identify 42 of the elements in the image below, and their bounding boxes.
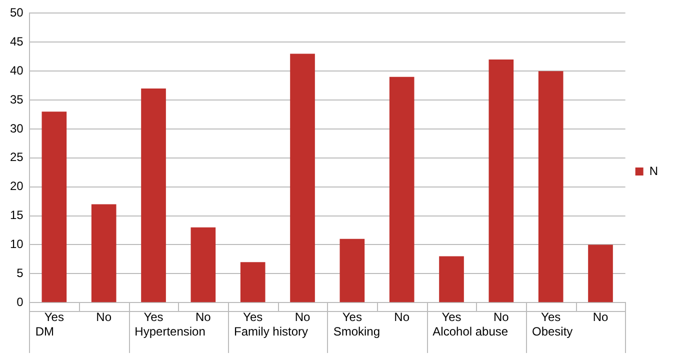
x-tick-label: No [196,310,212,324]
x-tick-label: No [592,310,608,324]
x-tick-label: Yes [541,310,561,324]
bar [290,54,315,302]
text: DM [35,324,54,338]
bar [588,244,613,302]
y-tick-label: 35 [10,92,24,106]
text: Smoking [333,324,380,338]
bar [488,60,514,302]
x-tick-label: No [294,310,310,324]
text: Obesity [532,324,573,338]
bar [91,204,116,302]
x-tick-label: Yes [342,310,362,324]
text: Hypertension [134,324,206,338]
bar [340,238,365,302]
x-tick-label: No [394,310,410,324]
y-tick-label: 10 [10,237,24,252]
bar [439,256,464,302]
y-tick-label: 0 [16,294,24,309]
y-tick-label: 30 [10,121,24,136]
bar [42,112,67,302]
bar [389,76,414,302]
bar [190,227,216,302]
text: Family history [234,324,308,338]
bar [141,88,166,302]
y-tick-label: 15 [10,208,24,222]
text: Alcohol abuse [432,324,508,338]
x-tick-label: Yes [442,310,462,324]
y-tick-label: 20 [10,179,24,194]
x-tick-label: Yes [243,310,263,324]
bar [538,71,564,302]
y-tick-label: 40 [10,63,24,78]
x-tick-label: Yes [144,310,164,324]
y-tick-label: 5 [16,266,24,280]
x-tick-label: Yes [44,310,64,324]
y-tick-label: 50 [10,6,24,20]
y-tick-label: 45 [10,34,24,48]
x-tick-label: No [96,310,112,324]
bar [240,262,266,302]
x-tick-label: No [494,310,510,324]
legend-label: N [649,164,658,178]
y-tick-label: 25 [10,150,24,164]
